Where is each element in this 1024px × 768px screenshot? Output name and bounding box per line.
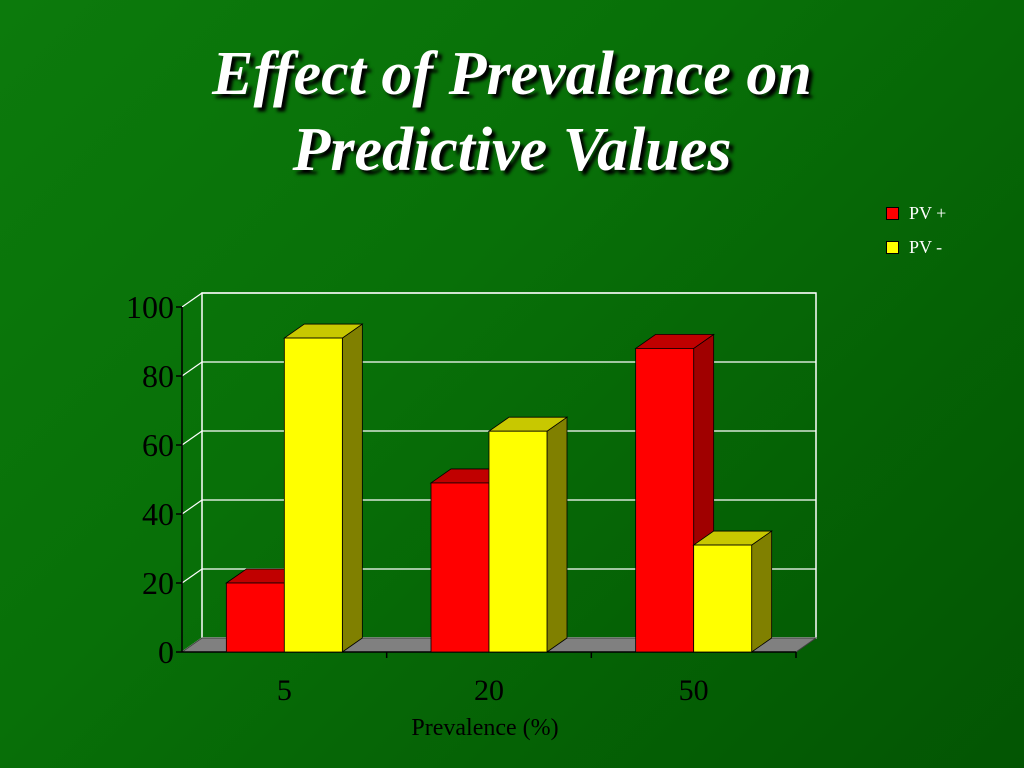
legend-item-pv-positive: PV +	[886, 196, 946, 230]
bar-side-pv-negative	[546, 416, 568, 653]
bar-pv-positive-50	[635, 347, 695, 653]
side-gridline	[181, 361, 203, 377]
bar-pv-negative-20	[488, 430, 548, 653]
bar-pv-positive-20	[430, 482, 490, 653]
legend-swatch-pv-negative	[886, 240, 899, 254]
x-tick-label: 50	[679, 674, 709, 707]
legend-item-pv-negative: PV -	[886, 230, 946, 264]
bar-pv-negative-5	[283, 337, 343, 653]
title-line-1: Effect of Prevalence on	[212, 40, 812, 108]
side-gridline	[181, 568, 203, 584]
bar-pv-negative-50	[693, 544, 753, 653]
side-gridline	[181, 292, 203, 308]
bar-side-pv-negative	[751, 530, 773, 653]
side-gridline	[181, 430, 203, 446]
y-tick-label: 20	[142, 565, 174, 601]
bar-pv-positive-5	[225, 582, 285, 653]
legend-label-pv-positive: PV +	[909, 202, 947, 223]
y-tick-label: 80	[142, 358, 174, 394]
y-tick-label: 40	[142, 496, 174, 532]
legend-label-pv-negative: PV -	[909, 236, 943, 257]
slide-title: Effect of Prevalence on Predictive Value…	[0, 36, 1024, 188]
x-axis-title: Prevalence (%)	[411, 715, 558, 741]
y-tick-label: 0	[158, 634, 174, 670]
y-tick-label: 60	[142, 427, 174, 463]
bar-side-pv-negative	[341, 323, 363, 653]
y-tick-label: 100	[126, 289, 174, 325]
legend-swatch-pv-positive	[886, 206, 899, 220]
x-tick-label: 20	[474, 674, 504, 707]
title-line-2: Predictive Values	[292, 116, 732, 184]
side-gridline	[181, 499, 203, 515]
chart-legend: PV + PV -	[886, 196, 946, 264]
x-tick-label: 5	[277, 674, 292, 707]
